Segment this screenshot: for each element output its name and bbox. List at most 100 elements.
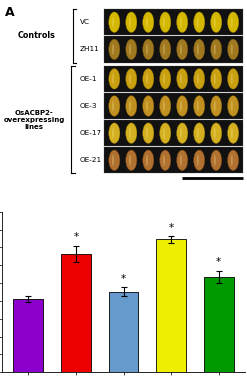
- Bar: [104, 120, 243, 146]
- Ellipse shape: [112, 17, 114, 28]
- Text: OsACBP2-
overexpressing
lines: OsACBP2- overexpressing lines: [3, 109, 65, 130]
- Ellipse shape: [231, 155, 233, 166]
- Ellipse shape: [214, 155, 216, 166]
- Text: *: *: [73, 232, 79, 243]
- Ellipse shape: [112, 100, 114, 112]
- Text: OE-1: OE-1: [80, 76, 97, 82]
- Bar: [109, 292, 138, 372]
- Ellipse shape: [227, 39, 239, 60]
- Text: *: *: [121, 274, 126, 284]
- Ellipse shape: [143, 39, 154, 60]
- Ellipse shape: [112, 44, 114, 55]
- Ellipse shape: [227, 96, 239, 116]
- Ellipse shape: [194, 96, 205, 116]
- Ellipse shape: [126, 12, 137, 32]
- Text: *: *: [168, 223, 174, 233]
- Ellipse shape: [214, 17, 216, 28]
- Ellipse shape: [163, 100, 165, 112]
- Ellipse shape: [177, 39, 188, 60]
- Ellipse shape: [227, 150, 239, 171]
- Ellipse shape: [143, 123, 154, 143]
- Ellipse shape: [214, 127, 216, 139]
- Ellipse shape: [129, 127, 131, 139]
- Ellipse shape: [129, 73, 131, 85]
- Ellipse shape: [180, 127, 182, 139]
- Text: ZH11: ZH11: [80, 46, 100, 52]
- Ellipse shape: [126, 96, 137, 116]
- Ellipse shape: [194, 12, 205, 32]
- Ellipse shape: [163, 17, 165, 28]
- Ellipse shape: [112, 127, 114, 139]
- Ellipse shape: [163, 155, 165, 166]
- Text: OE-17: OE-17: [80, 130, 102, 136]
- Ellipse shape: [180, 155, 182, 166]
- Ellipse shape: [160, 68, 171, 89]
- Ellipse shape: [109, 12, 120, 32]
- Ellipse shape: [143, 12, 154, 32]
- Ellipse shape: [126, 68, 137, 89]
- Ellipse shape: [214, 73, 216, 85]
- Ellipse shape: [227, 123, 239, 143]
- Ellipse shape: [231, 73, 233, 85]
- Ellipse shape: [160, 123, 171, 143]
- Ellipse shape: [214, 44, 216, 55]
- Ellipse shape: [194, 39, 205, 60]
- Bar: [61, 253, 91, 372]
- Ellipse shape: [211, 150, 222, 171]
- Text: Controls: Controls: [18, 31, 55, 40]
- Bar: [156, 239, 186, 372]
- Ellipse shape: [109, 96, 120, 116]
- Ellipse shape: [197, 44, 199, 55]
- Text: VC: VC: [80, 19, 90, 25]
- Bar: [104, 93, 243, 119]
- Ellipse shape: [180, 44, 182, 55]
- Ellipse shape: [126, 150, 137, 171]
- Ellipse shape: [129, 44, 131, 55]
- Ellipse shape: [177, 150, 188, 171]
- Ellipse shape: [194, 150, 205, 171]
- Ellipse shape: [160, 150, 171, 171]
- Ellipse shape: [126, 39, 137, 60]
- Ellipse shape: [143, 150, 154, 171]
- Ellipse shape: [129, 155, 131, 166]
- Ellipse shape: [227, 12, 239, 32]
- Text: *: *: [216, 258, 221, 267]
- Ellipse shape: [197, 100, 199, 112]
- Ellipse shape: [211, 96, 222, 116]
- Ellipse shape: [129, 100, 131, 112]
- Ellipse shape: [163, 44, 165, 55]
- Ellipse shape: [231, 100, 233, 112]
- Ellipse shape: [109, 123, 120, 143]
- Ellipse shape: [194, 68, 205, 89]
- Ellipse shape: [211, 68, 222, 89]
- Ellipse shape: [146, 100, 148, 112]
- Ellipse shape: [126, 123, 137, 143]
- Ellipse shape: [180, 17, 182, 28]
- Ellipse shape: [129, 17, 131, 28]
- Ellipse shape: [112, 155, 114, 166]
- Ellipse shape: [231, 17, 233, 28]
- Ellipse shape: [109, 150, 120, 171]
- Ellipse shape: [211, 123, 222, 143]
- Ellipse shape: [231, 127, 233, 139]
- Ellipse shape: [197, 17, 199, 28]
- Ellipse shape: [211, 12, 222, 32]
- Ellipse shape: [177, 96, 188, 116]
- Ellipse shape: [177, 12, 188, 32]
- Ellipse shape: [177, 68, 188, 89]
- Ellipse shape: [109, 39, 120, 60]
- Bar: [104, 36, 243, 62]
- Ellipse shape: [197, 155, 199, 166]
- Ellipse shape: [177, 123, 188, 143]
- Ellipse shape: [160, 96, 171, 116]
- Ellipse shape: [146, 127, 148, 139]
- Ellipse shape: [160, 12, 171, 32]
- Bar: [204, 277, 233, 372]
- Text: A: A: [5, 6, 15, 18]
- Ellipse shape: [143, 96, 154, 116]
- Ellipse shape: [163, 73, 165, 85]
- Ellipse shape: [109, 68, 120, 89]
- Bar: [104, 66, 243, 92]
- Ellipse shape: [214, 100, 216, 112]
- Ellipse shape: [146, 17, 148, 28]
